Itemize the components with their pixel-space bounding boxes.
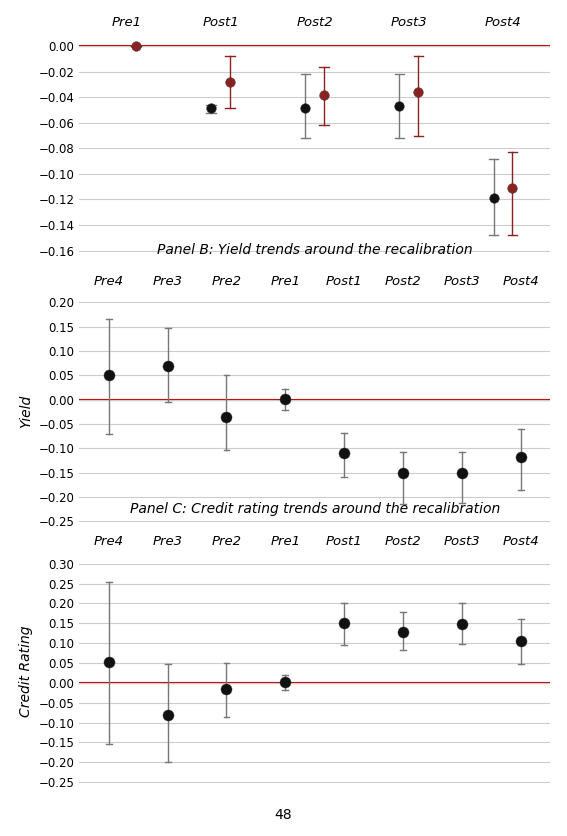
Title: Panel B: Yield trends around the recalibration: Panel B: Yield trends around the recalib… <box>157 242 472 257</box>
Text: 48: 48 <box>274 808 293 823</box>
Title: Panel C: Credit rating trends around the recalibration: Panel C: Credit rating trends around the… <box>130 502 500 516</box>
Y-axis label: Credit Rating: Credit Rating <box>19 625 33 716</box>
Y-axis label: Yield: Yield <box>19 395 33 428</box>
Legend: FinReporting, FinReporting_Freq: FinReporting, FinReporting_Freq <box>180 331 450 354</box>
